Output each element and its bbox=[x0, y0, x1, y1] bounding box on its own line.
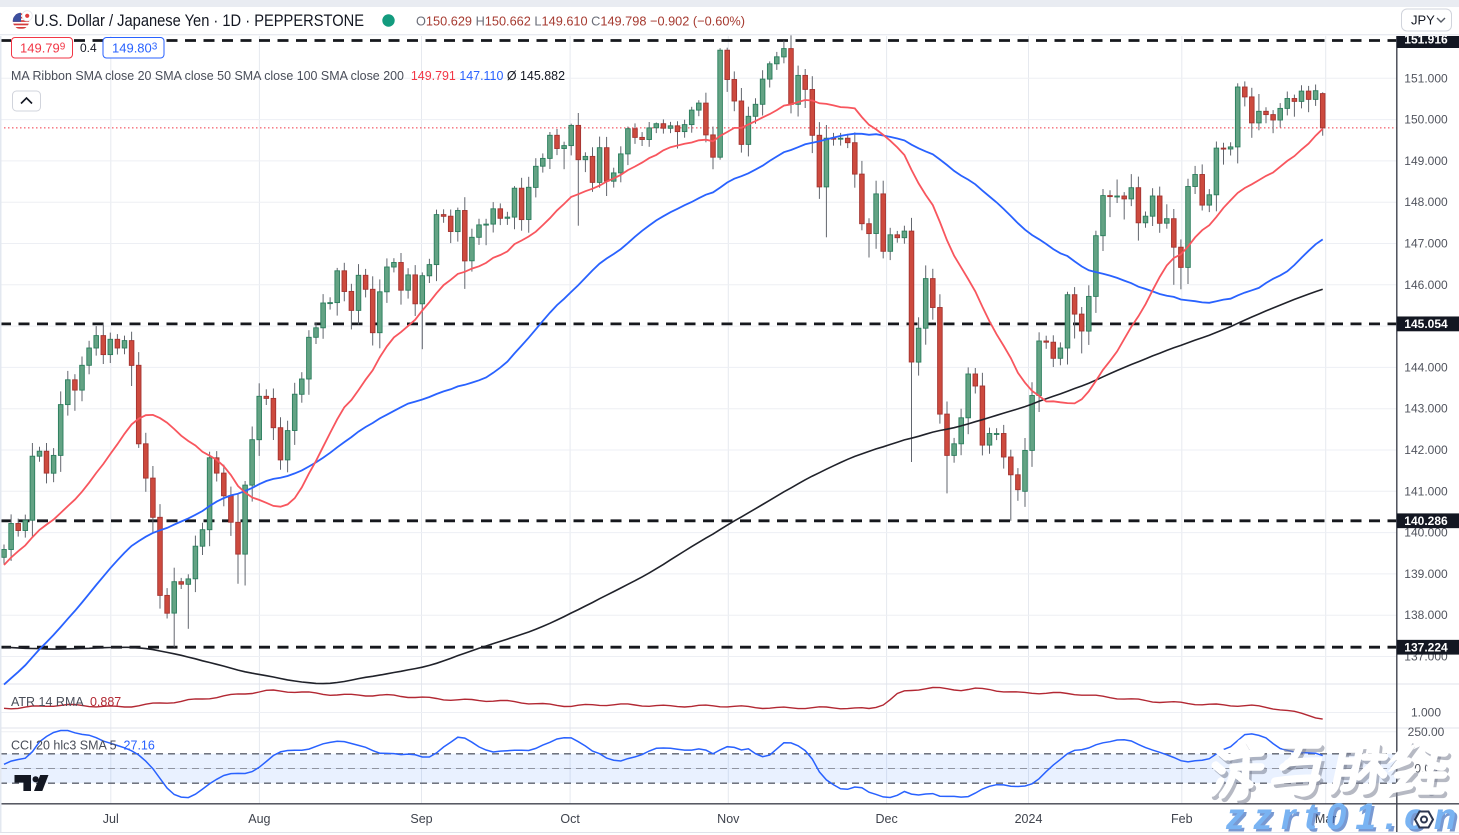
svg-text:MA Ribbon SMA close 20 SMA clo: MA Ribbon SMA close 20 SMA close 50 SMA … bbox=[11, 69, 565, 83]
svg-text:Mar: Mar bbox=[1315, 812, 1337, 826]
svg-text:151.000: 151.000 bbox=[1404, 71, 1448, 85]
svg-text:Feb: Feb bbox=[1171, 812, 1193, 826]
svg-text:Nov: Nov bbox=[717, 812, 740, 826]
svg-text:250.00: 250.00 bbox=[1408, 725, 1445, 739]
svg-text:1.000: 1.000 bbox=[1411, 706, 1441, 720]
svg-text:Sep: Sep bbox=[410, 812, 432, 826]
svg-text:Jul: Jul bbox=[103, 812, 119, 826]
svg-text:0.4: 0.4 bbox=[80, 41, 97, 55]
svg-text:147.000: 147.000 bbox=[1404, 237, 1448, 251]
svg-text:JPY: JPY bbox=[1411, 13, 1435, 28]
svg-text:145.054: 145.054 bbox=[1404, 317, 1448, 331]
svg-text:149.000: 149.000 bbox=[1404, 154, 1448, 168]
svg-text:142.000: 142.000 bbox=[1404, 443, 1448, 457]
svg-text:137.224: 137.224 bbox=[1404, 640, 1448, 654]
svg-text:139.000: 139.000 bbox=[1404, 567, 1448, 581]
svg-text:150.000: 150.000 bbox=[1404, 113, 1448, 127]
svg-text:138.000: 138.000 bbox=[1404, 608, 1448, 622]
svg-text:Aug: Aug bbox=[248, 812, 270, 826]
svg-text:148.000: 148.000 bbox=[1404, 195, 1448, 209]
svg-text:Oct: Oct bbox=[560, 812, 580, 826]
svg-text:144.000: 144.000 bbox=[1404, 360, 1448, 374]
svg-text:146.000: 146.000 bbox=[1404, 278, 1448, 292]
svg-text:143.000: 143.000 bbox=[1404, 402, 1448, 416]
svg-text:U.S. Dollar / Japanese Yen · 1: U.S. Dollar / Japanese Yen · 1D · PEPPER… bbox=[34, 12, 364, 30]
svg-text:CCI 20 hlc3 SMA 5 27.16: CCI 20 hlc3 SMA 5 27.16 bbox=[11, 739, 155, 753]
svg-text:140.286: 140.286 bbox=[1404, 514, 1448, 528]
svg-text:ATR 14 RMA 0.887: ATR 14 RMA 0.887 bbox=[11, 695, 121, 709]
svg-text:141.000: 141.000 bbox=[1404, 484, 1448, 498]
svg-text:2024: 2024 bbox=[1015, 812, 1043, 826]
svg-text:Dec: Dec bbox=[875, 812, 897, 826]
svg-text:149.799: 149.799 bbox=[20, 41, 66, 56]
svg-text:149.803: 149.803 bbox=[112, 41, 158, 56]
svg-text:151.916: 151.916 bbox=[1404, 33, 1448, 47]
svg-text:O150.629 H150.662 L149.610 C14: O150.629 H150.662 L149.610 C149.798 −0.9… bbox=[416, 14, 745, 29]
svg-text:140.000: 140.000 bbox=[1404, 526, 1448, 540]
